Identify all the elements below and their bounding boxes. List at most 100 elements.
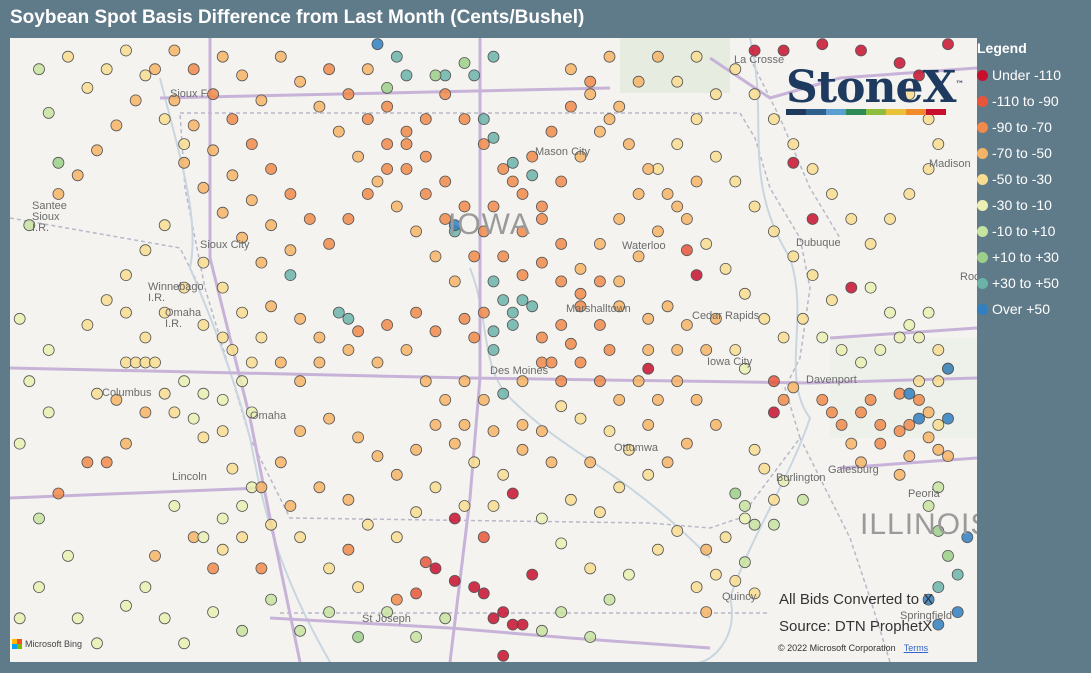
bid-marker[interactable] (158, 306, 171, 319)
bid-marker[interactable] (439, 88, 452, 101)
bid-marker[interactable] (671, 525, 684, 537)
bid-marker[interactable] (942, 38, 954, 51)
bid-marker[interactable] (390, 531, 403, 544)
bid-marker[interactable] (903, 88, 916, 101)
bid-marker[interactable] (245, 194, 258, 207)
bid-marker[interactable] (739, 362, 751, 375)
bid-marker[interactable] (574, 356, 587, 369)
bid-marker[interactable] (265, 593, 278, 606)
bid-marker[interactable] (855, 456, 867, 469)
bid-marker[interactable] (429, 418, 442, 431)
bid-marker[interactable] (768, 375, 780, 388)
bid-marker[interactable] (826, 188, 838, 200)
bid-marker[interactable] (768, 113, 780, 125)
bid-marker[interactable] (526, 169, 539, 182)
bid-marker[interactable] (497, 294, 510, 307)
bid-marker[interactable] (487, 612, 500, 625)
bid-marker[interactable] (294, 624, 307, 637)
bid-marker[interactable] (565, 63, 577, 76)
bid-marker[interactable] (410, 443, 423, 456)
bid-marker[interactable] (158, 219, 171, 232)
bid-marker[interactable] (613, 275, 626, 288)
bid-marker[interactable] (932, 481, 945, 494)
bid-marker[interactable] (681, 244, 693, 257)
bid-marker[interactable] (313, 331, 326, 344)
bid-marker[interactable] (255, 256, 268, 269)
bid-marker[interactable] (71, 169, 84, 182)
bid-marker[interactable] (516, 269, 529, 282)
bid-marker[interactable] (536, 425, 548, 438)
bid-marker[interactable] (236, 500, 249, 512)
bid-marker[interactable] (594, 506, 606, 519)
bid-marker[interactable] (594, 125, 606, 138)
bid-marker[interactable] (197, 531, 210, 544)
bid-marker[interactable] (429, 562, 442, 575)
bid-marker[interactable] (506, 319, 519, 331)
bid-marker[interactable] (584, 456, 597, 469)
bid-marker[interactable] (236, 624, 249, 637)
bid-marker[interactable] (216, 543, 229, 556)
bid-marker[interactable] (536, 624, 548, 637)
bid-marker[interactable] (903, 188, 916, 200)
bid-marker[interactable] (207, 144, 220, 157)
bid-marker[interactable] (816, 331, 829, 344)
bid-marker[interactable] (932, 138, 945, 150)
bid-marker[interactable] (139, 581, 152, 593)
bid-marker[interactable] (729, 575, 742, 587)
bid-marker[interactable] (429, 481, 442, 494)
bid-marker[interactable] (903, 450, 916, 463)
bid-marker[interactable] (294, 312, 307, 325)
bid-marker[interactable] (265, 163, 278, 175)
bid-marker[interactable] (226, 169, 239, 182)
bid-marker[interactable] (932, 443, 945, 456)
bid-marker[interactable] (671, 138, 684, 150)
bid-marker[interactable] (690, 581, 703, 593)
bid-marker[interactable] (323, 562, 336, 575)
bid-marker[interactable] (516, 618, 529, 631)
bid-marker[interactable] (845, 281, 858, 294)
bid-marker[interactable] (506, 306, 519, 319)
bid-marker[interactable] (313, 100, 326, 113)
bid-marker[interactable] (826, 294, 838, 307)
bid-marker[interactable] (381, 163, 394, 175)
bid-marker[interactable] (33, 581, 45, 593)
bid-marker[interactable] (458, 57, 471, 69)
bid-marker[interactable] (410, 306, 423, 319)
bid-marker[interactable] (942, 550, 954, 562)
bid-marker[interactable] (526, 300, 539, 313)
bid-marker[interactable] (613, 300, 626, 313)
bid-marker[interactable] (429, 250, 442, 263)
bid-marker[interactable] (265, 219, 278, 232)
bid-marker[interactable] (681, 213, 693, 225)
bid-marker[interactable] (623, 568, 635, 581)
bid-marker[interactable] (294, 425, 307, 438)
bid-marker[interactable] (149, 63, 161, 76)
bid-marker[interactable] (719, 531, 732, 544)
bid-marker[interactable] (352, 325, 365, 338)
bid-marker[interactable] (555, 537, 568, 550)
bid-marker[interactable] (207, 606, 220, 618)
bid-marker[interactable] (429, 325, 442, 338)
bid-marker[interactable] (565, 100, 577, 113)
bid-marker[interactable] (448, 512, 461, 525)
bid-marker[interactable] (642, 418, 655, 431)
bid-marker[interactable] (748, 518, 761, 531)
bid-marker[interactable] (594, 275, 606, 288)
bid-marker[interactable] (381, 138, 394, 150)
bid-marker[interactable] (448, 275, 461, 288)
bid-marker[interactable] (932, 344, 945, 356)
bid-marker[interactable] (787, 138, 800, 150)
bid-marker[interactable] (700, 543, 713, 556)
bid-marker[interactable] (671, 344, 684, 356)
bid-marker[interactable] (149, 356, 161, 369)
bid-marker[interactable] (207, 562, 220, 575)
bid-marker[interactable] (594, 375, 606, 388)
bid-marker[interactable] (748, 587, 761, 600)
bid-marker[interactable] (158, 612, 171, 625)
bid-marker[interactable] (487, 131, 500, 144)
bid-marker[interactable] (748, 443, 761, 456)
bid-marker[interactable] (487, 344, 500, 356)
bid-marker[interactable] (274, 50, 287, 63)
bid-marker[interactable] (468, 456, 481, 469)
bid-marker[interactable] (255, 481, 268, 494)
